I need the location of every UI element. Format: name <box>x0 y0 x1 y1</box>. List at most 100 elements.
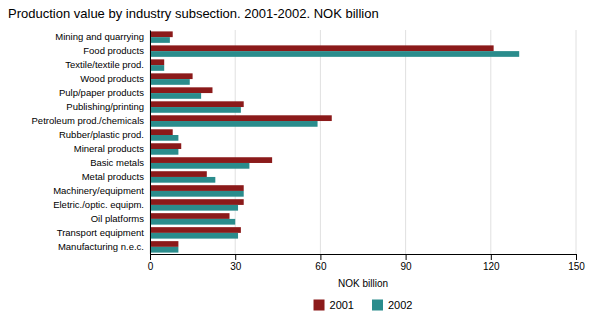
bar <box>150 59 164 65</box>
tick: 30 <box>230 254 242 272</box>
tick: Publishing/printing <box>66 101 150 112</box>
tick: 150 <box>568 254 585 272</box>
title: Production value by industry subsection.… <box>8 6 379 21</box>
bar <box>150 101 244 107</box>
tick-mark <box>150 254 151 260</box>
bar <box>150 157 272 163</box>
bar <box>150 213 230 219</box>
tick-mark <box>235 254 236 260</box>
bar <box>150 37 170 43</box>
tick: Oil platforms <box>91 213 150 224</box>
tick: Wood products <box>80 73 150 84</box>
grid-line <box>405 30 406 254</box>
tick-mark <box>576 254 577 260</box>
tick-label: Basic metals <box>90 157 144 168</box>
tick: Metal products <box>82 171 150 182</box>
chart: Production value by industry subsection.… <box>0 0 598 316</box>
tick-label: Transport equipment <box>57 227 145 238</box>
bar <box>150 129 173 135</box>
bar <box>150 45 494 51</box>
tick: Machinery/equipment <box>53 185 150 196</box>
tick: 90 <box>401 254 413 272</box>
bar <box>150 177 215 183</box>
tick: Textile/textile prod. <box>65 59 150 70</box>
tick-label: 60 <box>315 261 327 272</box>
bar <box>150 219 235 225</box>
bar <box>150 87 212 93</box>
bar <box>150 149 178 155</box>
tick-label: Wood products <box>80 73 144 84</box>
tick-label: Metal products <box>82 171 145 182</box>
bar <box>150 93 201 99</box>
bar <box>150 247 178 253</box>
grid-line <box>576 30 577 254</box>
legend-swatch <box>372 300 383 311</box>
tick-label: Publishing/printing <box>66 101 144 112</box>
bar <box>150 185 244 191</box>
axis-line <box>151 255 577 261</box>
tick-mark <box>406 254 407 260</box>
bar <box>150 121 318 127</box>
tick-label: Machinery/equipment <box>53 185 144 196</box>
legend-label: 2002 <box>388 299 412 311</box>
tick-mark <box>320 254 321 260</box>
x-axis-title: NOK billion <box>338 278 388 289</box>
tick: Transport equipment <box>57 227 150 238</box>
grid <box>150 30 576 254</box>
legend-label: 2001 <box>330 299 354 311</box>
tick-label: 90 <box>401 261 413 272</box>
tick-label: 0 <box>148 261 154 272</box>
tick: Basic metals <box>90 157 150 168</box>
bar <box>150 199 244 205</box>
bar <box>150 65 164 71</box>
tick: 60 <box>315 254 327 272</box>
bar <box>150 233 238 239</box>
bar <box>150 205 238 211</box>
axis-line <box>150 31 151 255</box>
legend: 2001 2002 <box>314 299 413 311</box>
x-axis: 0 30 60 90 120 150 <box>148 254 586 272</box>
bars <box>150 31 519 252</box>
bar <box>150 191 244 197</box>
tick: Pulp/paper products <box>59 87 150 98</box>
tick: Mining and quarrying <box>55 31 150 42</box>
bar <box>150 143 181 149</box>
tick-label: Mining and quarrying <box>55 31 144 42</box>
tick-mark <box>491 254 492 260</box>
tick-label: Food products <box>83 45 144 56</box>
tick: Food products <box>83 45 150 56</box>
tick-label: Eletric./optic. equipm. <box>53 199 144 210</box>
grid-line <box>490 30 491 254</box>
bar <box>150 135 178 141</box>
series <box>150 37 519 252</box>
tick: 120 <box>483 254 500 272</box>
bar <box>150 79 190 85</box>
legend-item: 2001 <box>314 299 354 311</box>
tick-label: Mineral products <box>74 143 144 154</box>
tick: Manufacturing n.e.c. <box>58 241 150 252</box>
legend-swatch <box>314 300 325 311</box>
bar <box>150 115 332 121</box>
bar <box>150 227 241 233</box>
tick-label: Pulp/paper products <box>59 87 144 98</box>
tick-label: Rubber/plastic prod. <box>59 129 144 140</box>
tick: Eletric./optic. equipm. <box>53 199 150 210</box>
tick-label: Oil platforms <box>91 213 145 224</box>
tick-label: Petroleum prod./chemicals <box>32 115 145 126</box>
legend-item: 2002 <box>372 299 412 311</box>
tick-label: 150 <box>568 261 585 272</box>
bar <box>150 107 241 113</box>
bar <box>150 241 178 247</box>
tick-label: Manufacturing n.e.c. <box>58 241 144 252</box>
grid-line <box>320 30 321 254</box>
bar <box>150 73 193 79</box>
tick-label: 30 <box>230 261 242 272</box>
tick-label: 120 <box>483 261 500 272</box>
tick: 0 <box>148 254 154 272</box>
grid-line <box>150 30 151 254</box>
bar <box>150 171 207 177</box>
tick: Petroleum prod./chemicals <box>32 115 150 126</box>
bar <box>150 31 173 37</box>
tick-label: Textile/textile prod. <box>65 59 144 70</box>
tick: Rubber/plastic prod. <box>59 129 150 140</box>
